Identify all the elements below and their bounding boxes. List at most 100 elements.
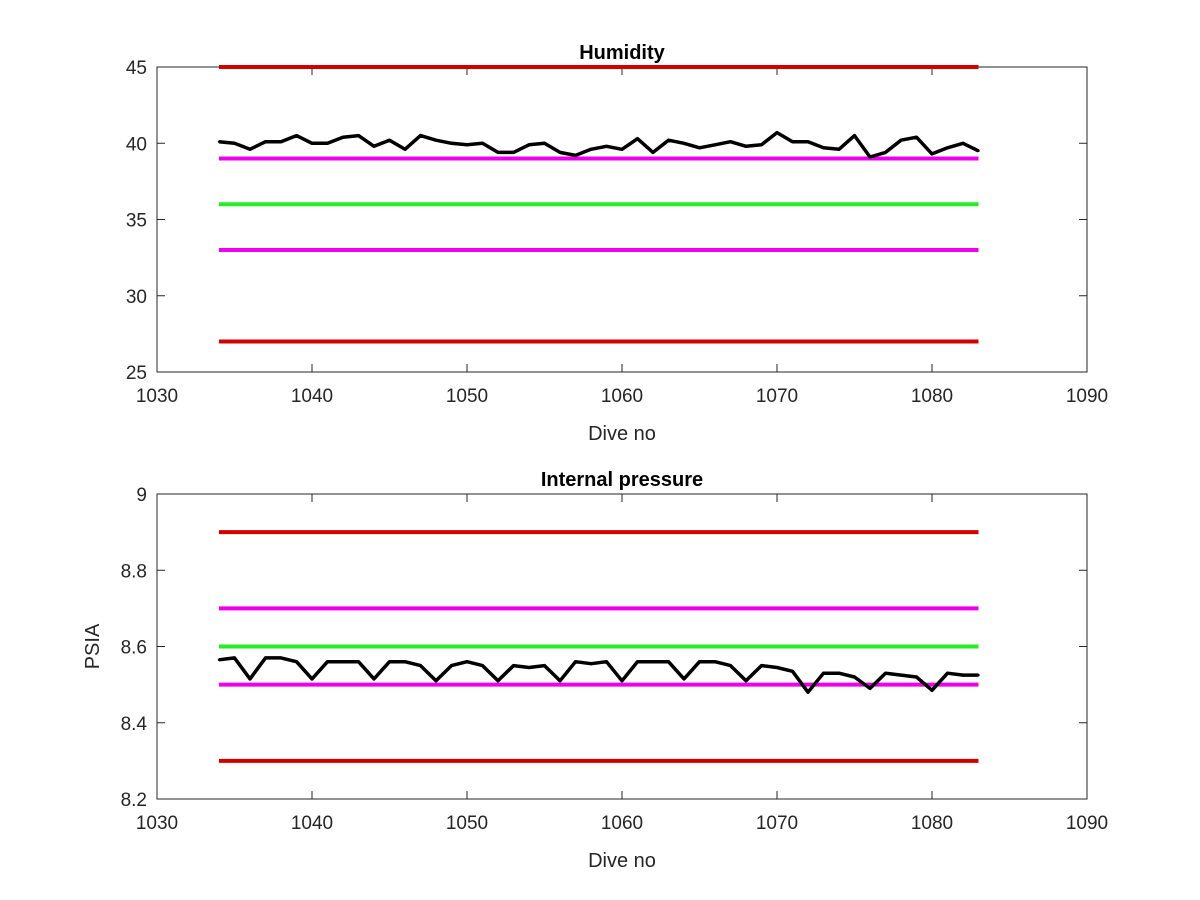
data-point — [512, 151, 515, 154]
x-axis-label: Dive no — [588, 850, 656, 872]
data-point — [295, 134, 298, 137]
data-point — [326, 660, 329, 663]
data-point — [636, 137, 639, 140]
data-point — [217, 658, 221, 662]
data-point — [248, 677, 252, 681]
data-point — [620, 148, 624, 151]
data-point — [636, 660, 639, 663]
x-tick-label: 1050 — [446, 386, 488, 407]
data-point — [667, 660, 670, 663]
chart-title: Internal pressure — [541, 469, 703, 491]
y-tick-label: 35 — [126, 211, 147, 232]
data-point — [930, 689, 934, 692]
y-axis-label: PSIA — [82, 623, 104, 669]
data-point — [558, 151, 562, 154]
data-point — [388, 139, 391, 142]
data-point — [574, 154, 577, 157]
data-point — [698, 146, 701, 150]
data-point — [868, 687, 872, 690]
data-point — [605, 660, 608, 663]
data-point — [326, 142, 329, 145]
series-line — [218, 656, 979, 694]
data-point — [450, 664, 453, 667]
y-tick-label: 8.4 — [121, 714, 148, 735]
x-tick-label: 1090 — [1066, 813, 1108, 834]
chart-title: Humidity — [579, 42, 665, 64]
data-point — [977, 149, 980, 153]
data-point — [946, 146, 949, 150]
y-tick-label: 8.2 — [121, 790, 147, 811]
data-point — [558, 679, 562, 683]
data-point — [465, 143, 469, 146]
x-tick-label: 1040 — [291, 813, 333, 834]
data-point — [481, 142, 484, 145]
data-point — [450, 142, 453, 145]
x-axis-label: Dive no — [588, 423, 656, 445]
data-point — [527, 666, 531, 669]
y-tick-label: 25 — [126, 363, 147, 384]
data-point — [682, 677, 686, 681]
y-tick-label: 45 — [126, 58, 147, 79]
data-point — [698, 660, 701, 663]
data-point — [682, 142, 686, 145]
data-point — [357, 134, 360, 137]
y-tick-label: 40 — [126, 134, 147, 155]
panel-1: 1030 1040 1050 1060 1070 1080 1090 25 30 35 40 45 Hu… — [126, 42, 1108, 445]
data-point — [837, 671, 841, 675]
data-point — [543, 142, 546, 145]
data-point — [419, 134, 422, 137]
data-point — [403, 148, 407, 151]
data-point — [760, 664, 763, 667]
data-point — [915, 675, 918, 679]
data-point — [434, 679, 438, 683]
data-point — [279, 656, 283, 660]
x-tick-label: 1060 — [601, 813, 643, 834]
data-point — [589, 662, 593, 665]
x-tick-label: 1070 — [756, 813, 798, 834]
data-point — [217, 140, 221, 143]
data-point — [310, 677, 314, 681]
data-point — [295, 660, 298, 663]
panel-2: 1030 1040 1050 1060 1070 1080 1090 8.2 8.4 8.6 8.8… — [82, 469, 1108, 872]
data-point — [744, 679, 748, 683]
data-point — [574, 660, 577, 663]
data-point — [651, 660, 655, 663]
data-point — [961, 673, 965, 677]
data-point — [977, 673, 980, 677]
x-tick-label: 1030 — [136, 386, 178, 407]
data-point — [961, 142, 965, 145]
data-point — [264, 140, 267, 143]
data-point — [713, 143, 717, 146]
x-tick-label: 1080 — [911, 813, 953, 834]
data-point — [496, 151, 500, 154]
data-point — [248, 148, 252, 151]
data-point — [667, 139, 670, 142]
y-tick-label: 8.8 — [121, 561, 147, 582]
data-point — [465, 660, 469, 663]
data-point — [651, 151, 655, 154]
x-tick-label: 1060 — [601, 386, 643, 407]
data-point — [357, 660, 360, 663]
data-point — [310, 142, 314, 145]
data-point — [884, 151, 887, 154]
data-point — [341, 660, 345, 663]
data-point — [915, 135, 918, 139]
y-tick-label: 8.6 — [121, 638, 147, 659]
data-point — [853, 134, 856, 137]
x-tick-label: 1050 — [446, 813, 488, 834]
axes-box — [156, 66, 1088, 373]
data-point — [899, 673, 903, 677]
data-point — [729, 664, 732, 667]
x-tick-label: 1080 — [911, 386, 953, 407]
data-point — [760, 143, 763, 146]
data-point — [946, 671, 949, 675]
x-tick-label: 1090 — [1066, 386, 1108, 407]
data-point — [729, 140, 732, 143]
data-point — [388, 660, 391, 663]
data-point — [620, 679, 624, 683]
data-point — [775, 131, 779, 134]
data-point — [233, 142, 236, 145]
data-point — [233, 656, 236, 660]
data-point — [884, 671, 887, 675]
y-tick-label: 30 — [126, 287, 147, 308]
